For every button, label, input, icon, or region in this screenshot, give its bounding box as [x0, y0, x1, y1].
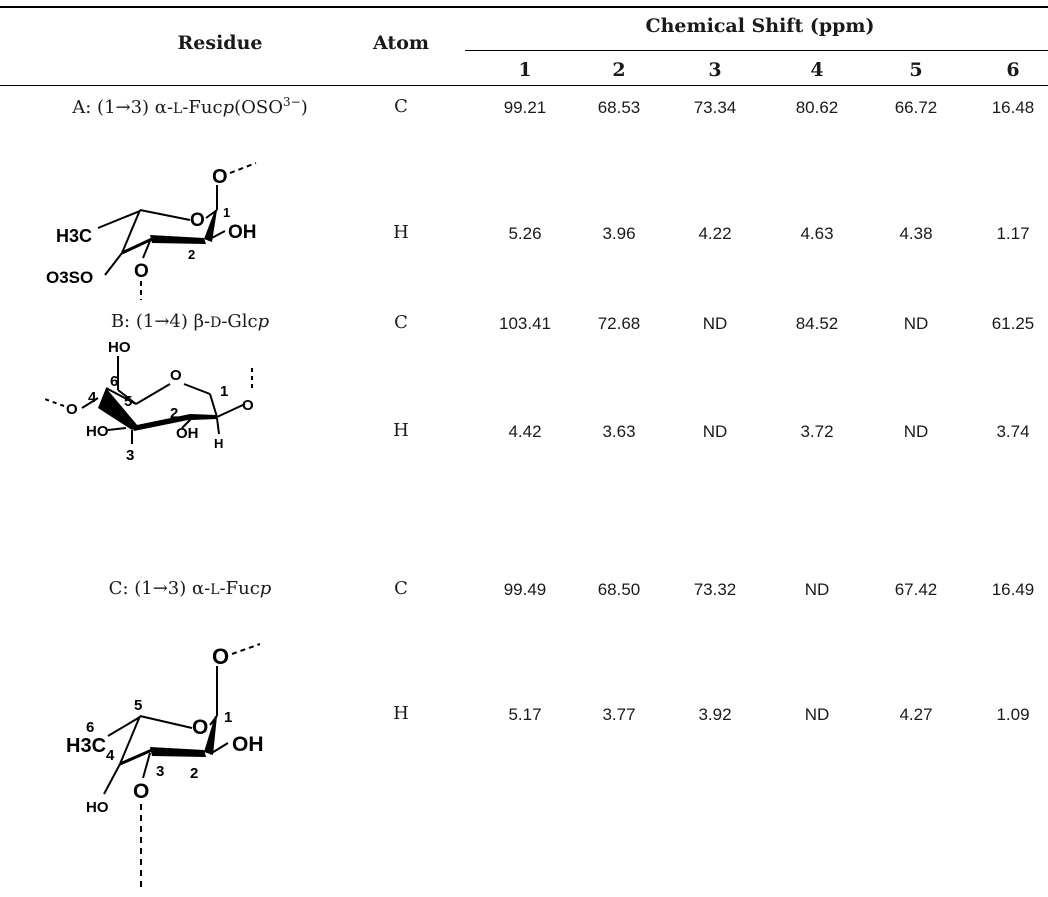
row-b-c-value: ND: [903, 314, 929, 333]
svg-text:5: 5: [124, 393, 132, 410]
row-b-h-value: 4.42: [508, 422, 542, 441]
row-b-c-atom: C: [394, 312, 408, 333]
row-b-h-value: 3.74: [996, 422, 1030, 441]
row-a-c-value: 68.53: [597, 98, 641, 117]
row-a-h-atom: H: [393, 222, 409, 243]
row-b-c-value: 61.25: [991, 314, 1035, 333]
fucose-structure: O O 1 5 OH 2 3 4 6 H3C HO O: [66, 643, 264, 888]
svg-text:6: 6: [86, 719, 94, 736]
residue-c-label: C: (1→3) α-L-Fucp: [108, 578, 272, 599]
svg-text:O3SO: O3SO: [46, 268, 93, 287]
col-header-5: 5: [909, 59, 923, 81]
svg-text:OH: OH: [228, 222, 257, 243]
row-c-h-value: 5.17: [508, 705, 542, 724]
row-c-c-value: 99.49: [503, 580, 547, 599]
header-bottom-rule: [0, 85, 1048, 86]
svg-text:2: 2: [190, 765, 198, 782]
svg-text:H3C: H3C: [56, 226, 92, 246]
row-c-h-value: 1.09: [996, 705, 1030, 724]
svg-text:HO: HO: [86, 799, 109, 816]
row-c-c-value: 73.32: [693, 580, 737, 599]
svg-text:O: O: [212, 166, 228, 188]
row-c-c-value: 16.49: [991, 580, 1035, 599]
row-a-h-value: 3.96: [602, 224, 636, 243]
row-a-h-value: 5.26: [508, 224, 542, 243]
svg-text:OH: OH: [232, 733, 264, 756]
row-c-c-atom: C: [394, 578, 408, 599]
fucose-sulfate-structure: O O 1 OH 2 H3C O3SO O: [46, 162, 257, 300]
row-a-h-value: 4.38: [899, 224, 933, 243]
row-a-c-value: 80.62: [795, 98, 839, 117]
svg-text:HO: HO: [108, 339, 131, 356]
row-c-c-value: 68.50: [597, 580, 641, 599]
table-top-rule: [0, 6, 1048, 8]
svg-text:O: O: [134, 261, 149, 282]
row-b-c-value: 72.68: [597, 314, 641, 333]
row-a-c-value: 99.21: [503, 98, 547, 117]
row-a-c-atom: C: [394, 96, 408, 117]
residue-b-label: B: (1→4) β-D-Glcp: [110, 311, 270, 332]
svg-text:O: O: [133, 780, 149, 803]
glucose-structure: HO 6 O 1 4 5 2 O H OH O HO 3: [41, 339, 254, 462]
svg-text:H: H: [214, 436, 223, 451]
header-residue: Residue: [177, 32, 263, 54]
col-header-2: 2: [612, 59, 626, 81]
row-a-c-value: 73.34: [693, 98, 737, 117]
col-header-1: 1: [518, 59, 532, 81]
svg-text:1: 1: [220, 383, 228, 400]
row-c-h-value: 3.92: [698, 705, 732, 724]
row-c-h-value: 3.77: [602, 705, 636, 724]
svg-text:1: 1: [223, 205, 230, 220]
row-b-c-value: 84.52: [795, 314, 839, 333]
row-b-c-value: ND: [702, 314, 728, 333]
header-atom: Atom: [373, 32, 429, 54]
svg-text:2: 2: [170, 405, 178, 422]
header-chemical-shift: Chemical Shift (ppm): [645, 15, 875, 37]
svg-text:3: 3: [156, 763, 164, 780]
col-header-3: 3: [708, 59, 722, 81]
svg-text:O: O: [242, 397, 254, 414]
svg-text:O: O: [170, 367, 182, 384]
svg-text:3: 3: [126, 447, 134, 462]
row-a-h-value: 1.17: [996, 224, 1030, 243]
svg-text:4: 4: [106, 747, 115, 764]
svg-text:O: O: [192, 716, 208, 739]
row-c-c-value: ND: [804, 580, 830, 599]
row-b-h-value: 3.72: [800, 422, 834, 441]
svg-text:HO: HO: [86, 423, 109, 440]
row-a-c-value: 16.48: [991, 98, 1035, 117]
row-c-h-atom: H: [393, 703, 409, 724]
group-underline-rule: [465, 50, 1048, 51]
row-b-h-value: 3.63: [602, 422, 636, 441]
row-b-h-value: ND: [702, 422, 728, 441]
row-b-c-value: 103.41: [499, 314, 551, 333]
row-a-h-value: 4.22: [698, 224, 732, 243]
row-b-h-atom: H: [393, 420, 409, 441]
svg-text:H3C: H3C: [66, 735, 106, 757]
row-b-h-value: ND: [903, 422, 929, 441]
svg-text:6: 6: [110, 373, 118, 390]
svg-text:5: 5: [134, 697, 142, 714]
svg-text:O: O: [212, 644, 229, 669]
row-c-h-value: ND: [804, 705, 830, 724]
residue-a-label: A: (1→3) α-L-Fucp(OSO3−): [72, 95, 308, 118]
col-header-6: 6: [1006, 59, 1020, 81]
svg-text:OH: OH: [176, 425, 199, 442]
row-a-c-value: 66.72: [894, 98, 938, 117]
svg-text:4: 4: [88, 389, 97, 406]
svg-text:O: O: [66, 401, 78, 418]
row-c-h-value: 4.27: [899, 705, 933, 724]
svg-text:1: 1: [224, 709, 232, 726]
row-c-c-value: 67.42: [894, 580, 938, 599]
svg-text:O: O: [190, 210, 205, 231]
row-a-h-value: 4.63: [800, 224, 834, 243]
svg-text:2: 2: [188, 247, 195, 262]
col-header-4: 4: [810, 59, 824, 81]
